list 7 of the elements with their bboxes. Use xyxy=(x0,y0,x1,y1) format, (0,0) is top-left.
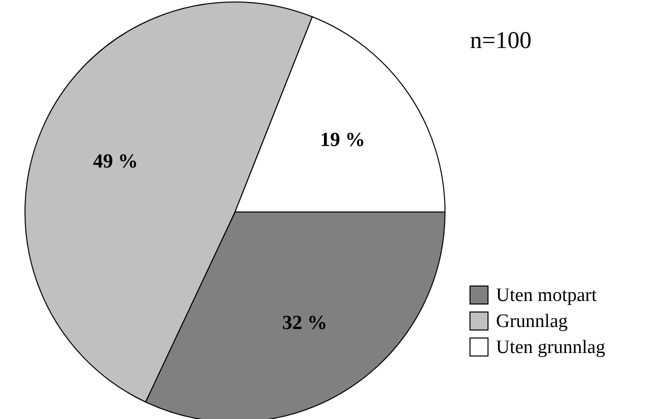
data-label: 19 % xyxy=(320,128,366,151)
data-label: 49 % xyxy=(93,150,138,172)
legend-label: Uten grunnlag xyxy=(496,337,606,358)
legend-label: Uten motpart xyxy=(496,285,598,306)
data-label: 32 % xyxy=(282,312,328,334)
text: n=100 xyxy=(470,28,532,54)
legend-label: Grunnlag xyxy=(496,311,568,332)
